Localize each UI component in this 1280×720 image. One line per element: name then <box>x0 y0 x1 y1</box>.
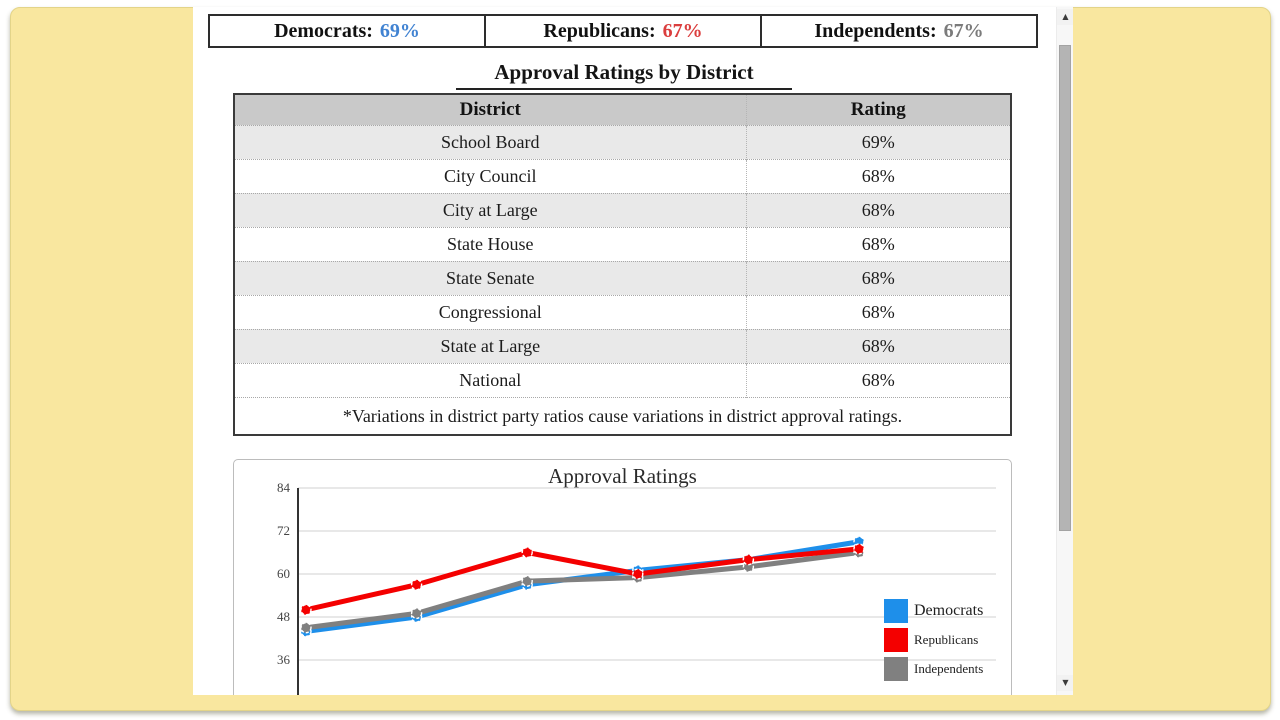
svg-text:48: 48 <box>277 609 290 624</box>
table-header-row: District Rating <box>234 94 1011 125</box>
scrollbar-thumb[interactable] <box>1059 45 1071 531</box>
cell-district: State at Large <box>234 328 746 363</box>
legend-swatch <box>884 657 908 681</box>
stat-cell-democrats: Democrats: 69% <box>210 16 484 46</box>
cell-rating: 68% <box>745 192 1011 227</box>
svg-text:36: 36 <box>277 652 291 667</box>
stat-cell-independents: Independents: 67% <box>760 16 1036 46</box>
cell-district: Congressional <box>234 294 746 329</box>
stat-value: 69% <box>379 19 420 42</box>
legend-item-independents[interactable]: Independents <box>884 657 983 681</box>
table-row: State at Large 68% <box>234 328 1011 363</box>
scroll-up-icon[interactable]: ▲ <box>1057 9 1073 25</box>
legend-label: Republicans <box>914 632 979 647</box>
cell-rating: 68% <box>745 260 1011 295</box>
chart-plot-area: 84 72 60 48 36 <box>277 480 996 695</box>
legend-item-republicans[interactable]: Republicans <box>884 628 983 652</box>
cell-district: City Council <box>234 158 746 193</box>
table-row: National 68% <box>234 362 1011 397</box>
table-row: Congressional 68% <box>234 294 1011 329</box>
column-header-rating: Rating <box>745 94 1011 125</box>
chart-title: Approval Ratings <box>548 464 697 488</box>
svg-text:84: 84 <box>277 480 291 495</box>
cell-rating: 68% <box>745 294 1011 329</box>
cell-rating: 68% <box>745 328 1011 363</box>
vertical-scrollbar[interactable]: ▲ ▼ <box>1056 7 1073 695</box>
footnote-row: *Variations in district party ratios cau… <box>234 396 1011 435</box>
cell-district: National <box>234 362 746 397</box>
cell-rating: 68% <box>745 362 1011 397</box>
table-body: School Board 69% City Council 68% City at La… <box>234 124 1011 397</box>
svg-text:72: 72 <box>277 523 290 538</box>
content-window: Democrats: 69% Republicans: 67% Independen… <box>193 7 1073 695</box>
legend-swatch <box>884 628 908 652</box>
table-title: Approval Ratings by District <box>456 60 792 90</box>
stat-label: Democrats: <box>274 19 373 42</box>
approval-ratings-chart: Approval Ratings 84 72 60 48 36 Democrats Re… <box>233 459 1012 695</box>
cell-rating: 69% <box>745 124 1011 159</box>
approval-ratings-table: District Rating School Board 69% City Coun… <box>233 93 1012 436</box>
table-row: City Council 68% <box>234 158 1011 193</box>
cell-rating: 68% <box>745 226 1011 261</box>
stat-value: 67% <box>662 19 703 42</box>
stat-cell-republicans: Republicans: 67% <box>484 16 760 46</box>
table-row: State Senate 68% <box>234 260 1011 295</box>
table-row: School Board 69% <box>234 124 1011 159</box>
legend-label: Democrats <box>914 602 984 619</box>
table-row: City at Large 68% <box>234 192 1011 227</box>
legend-swatch <box>884 599 908 623</box>
legend-label: Independents <box>914 661 984 676</box>
stat-value: 67% <box>943 19 984 42</box>
table-row: State House 68% <box>234 226 1011 261</box>
party-stats-bar: Democrats: 69% Republicans: 67% Independen… <box>208 14 1038 48</box>
legend-item-democrats[interactable]: Democrats <box>884 599 983 623</box>
column-header-district: District <box>234 94 746 125</box>
cell-rating: 68% <box>745 158 1011 193</box>
cell-district: State Senate <box>234 260 746 295</box>
cell-district: City at Large <box>234 192 746 227</box>
table-footnote: *Variations in district party ratios cau… <box>234 396 1011 435</box>
scroll-down-icon[interactable]: ▼ <box>1057 675 1073 691</box>
chart-legend: Democrats Republicans Independents <box>884 599 983 681</box>
cell-district: State House <box>234 226 746 261</box>
stat-label: Independents: <box>814 19 937 42</box>
cell-district: School Board <box>234 124 746 159</box>
svg-text:60: 60 <box>277 566 290 581</box>
stat-label: Republicans: <box>543 19 656 42</box>
